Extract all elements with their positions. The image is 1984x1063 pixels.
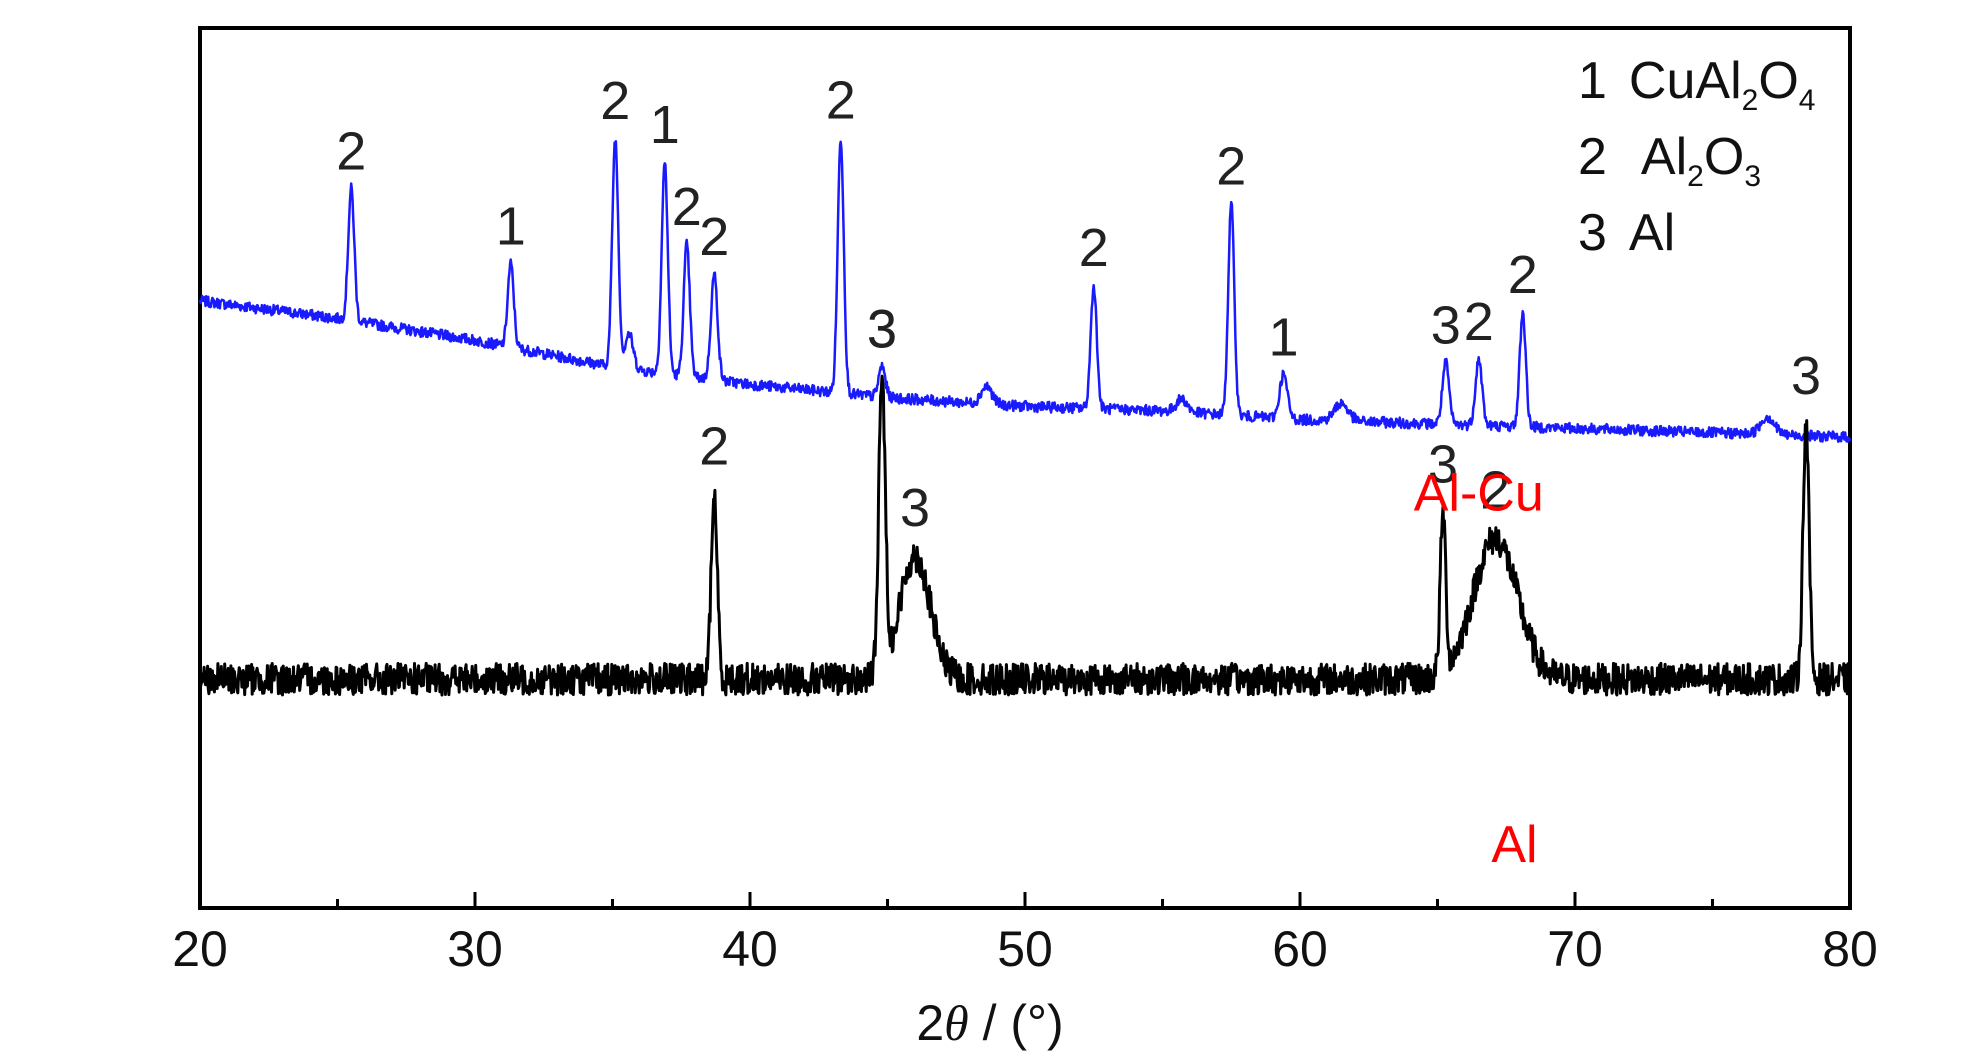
legend-sub: 2 [1687,160,1704,193]
peak-label: 2 [699,417,729,477]
legend-mid: O [1758,52,1798,110]
x-axis-title-theta: θ [944,995,969,1051]
x-tick-label: 30 [447,921,503,977]
legend-name: CuAl [1629,52,1742,110]
x-axis-title-unit: / (°) [969,995,1064,1051]
series-layer [198,140,1852,697]
x-axis-ticks: 20 30 40 50 60 70 80 [172,892,1878,977]
peak-label: 2 [699,207,729,267]
peak-label: 2 [1079,218,1109,278]
peak-label: 3 [867,300,897,360]
peak-label: 3 [1428,435,1458,495]
x-tick-label: 80 [1822,921,1878,977]
peak-label: 2 [1216,137,1246,197]
peak-label: 2 [672,177,702,237]
legend-entry-1: 1 CuAl2O4 [1578,52,1815,117]
series-line-al-cu [198,140,1852,443]
x-axis-title: 2θ / (°) [916,995,1063,1051]
x-tick-label: 20 [172,921,228,977]
svg-text:3Al: 3 Al [1578,204,1675,262]
peak-label: 2 [1508,245,1538,305]
peak-label: 3 [867,299,897,359]
x-tick-label: 70 [1547,921,1603,977]
x-tick-label: 50 [997,921,1053,977]
peak-label: 2 [1464,292,1494,352]
peak-label: 2 [826,71,856,131]
legend-entry-3: 3 Al [1578,204,1675,262]
legend-entry-2: 2 Al2O3 [1578,128,1761,193]
x-tick-label: 60 [1272,921,1328,977]
series-labels: Al-Cu Al [1414,464,1544,874]
legend-name: Al [1629,204,1675,262]
x-tick-label: 40 [722,921,778,977]
peak-label: 1 [1268,307,1298,367]
x-axis-title-symbol: 2 [916,995,944,1051]
peak-label: 1 [650,95,680,155]
legend-name: Al [1641,128,1687,186]
peak-label: 3 [1431,295,1461,355]
peak-label: 3 [1791,346,1821,406]
peak-label: 1 [496,196,526,256]
peak-label: 2 [1480,461,1510,521]
peak-label: 2 [336,121,366,181]
legend: 1 CuAl2O4 2 Al2O3 3 Al [1578,52,1815,262]
legend-sub: 4 [1799,84,1816,117]
series-label-al: Al [1491,816,1537,874]
legend-key: 1 [1578,52,1607,110]
legend-key: 3 [1578,204,1607,262]
peak-label: 3 [900,478,930,538]
legend-key: 2 [1578,128,1607,186]
peak-label: 2 [600,71,630,131]
legend-mid: O [1704,128,1744,186]
legend-sub: 2 [1742,84,1759,117]
legend-sub: 3 [1744,160,1761,193]
series-line-al [198,374,1852,697]
series-label-al-cu: Al-Cu [1414,464,1544,522]
